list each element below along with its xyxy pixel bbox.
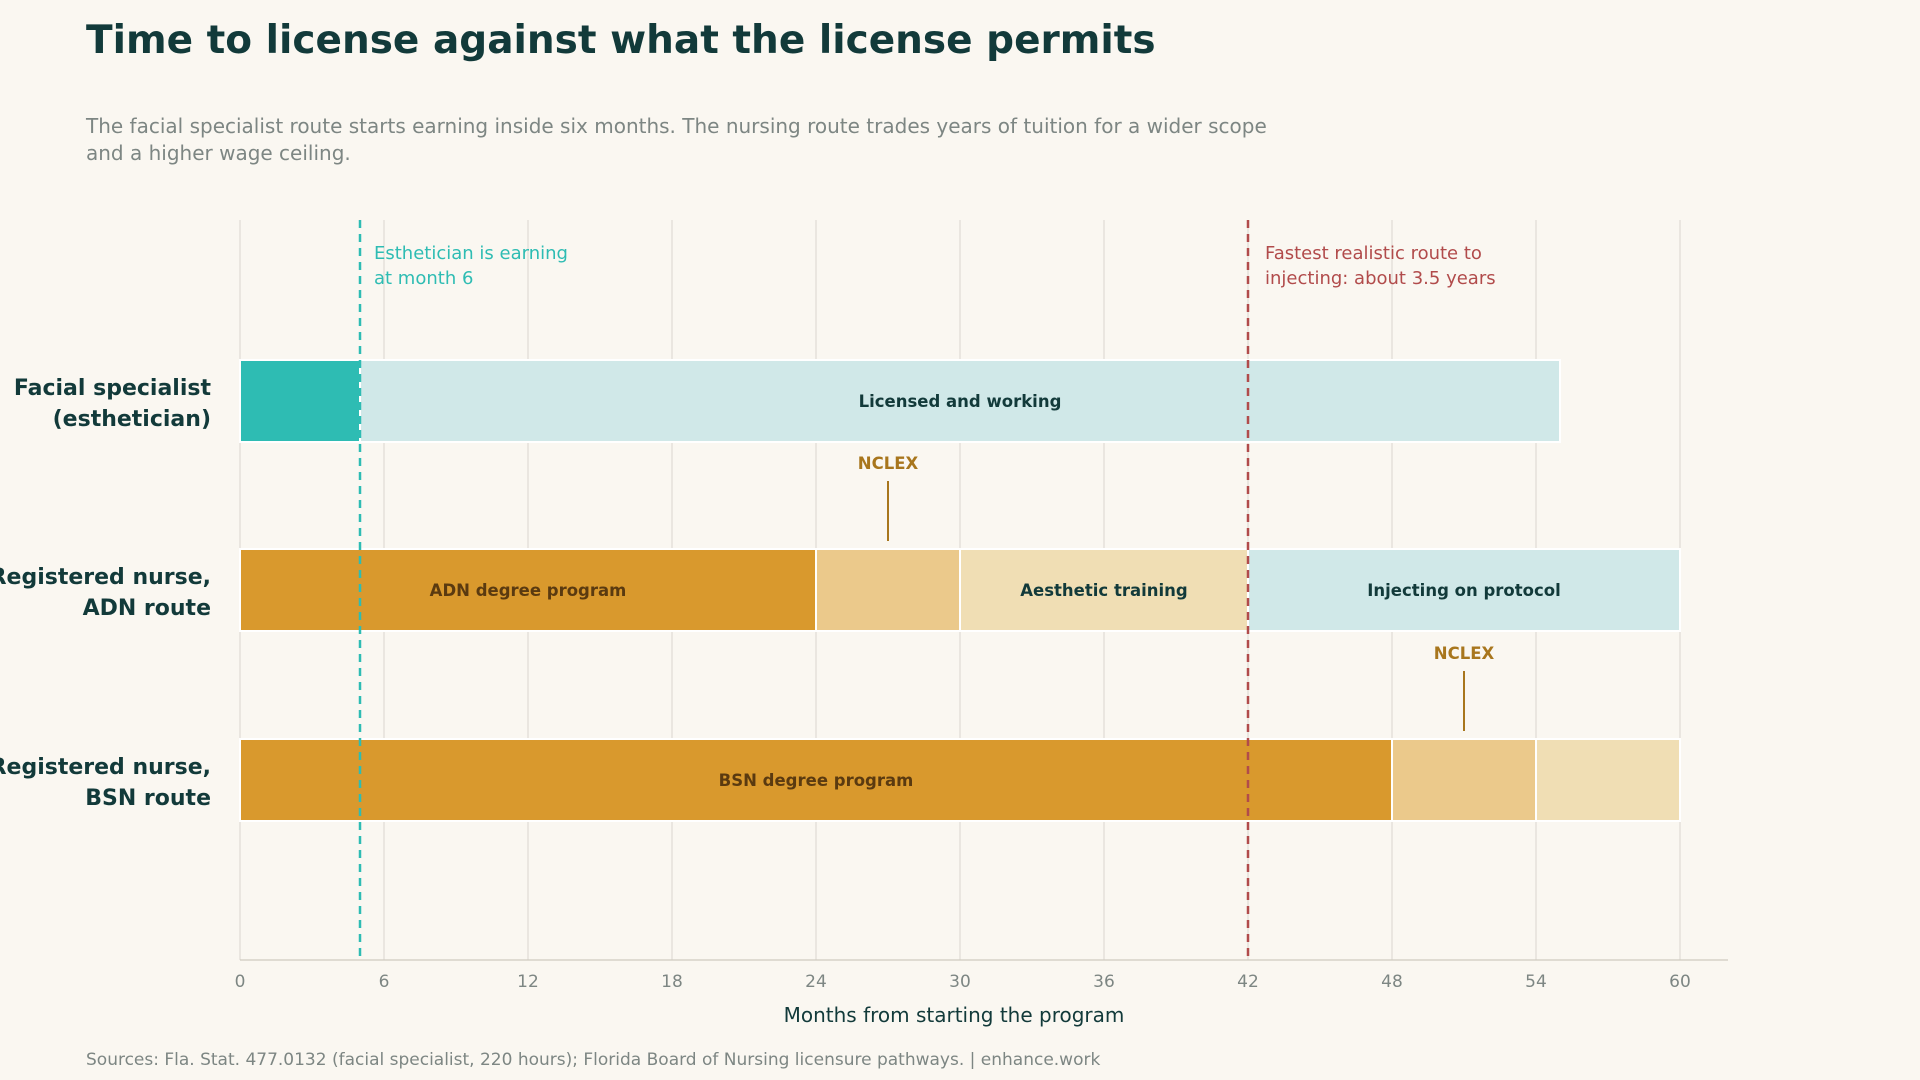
nclex-marker-label: NCLEX	[1434, 644, 1495, 663]
segment-label: Licensed and working	[859, 392, 1062, 411]
x-tick-label: 24	[805, 972, 827, 992]
segment-label: ADN degree program	[430, 581, 627, 600]
reference-label: at month 6	[374, 268, 473, 289]
timeline-chart: 0 6 12 18 24 30 36 42 48 54 60 Months from starting…	[0, 220, 1728, 1027]
row-label: BSN route	[85, 786, 211, 811]
x-tick-label: 54	[1525, 972, 1547, 992]
timeline-segment	[239, 738, 1393, 822]
x-tick-label: 42	[1237, 972, 1259, 992]
row-label: ADN route	[83, 596, 211, 621]
x-tick-label: 18	[661, 972, 683, 992]
timeline-segment	[815, 548, 961, 632]
x-tick-label: 30	[949, 972, 971, 992]
nclex-marker-label: NCLEX	[858, 454, 919, 473]
reference-label: injecting: about 3.5 years	[1265, 268, 1496, 289]
source-note: Sources: Fla. Stat. 477.0132 (facial spe…	[86, 1050, 1101, 1070]
x-tick-label: 36	[1093, 972, 1115, 992]
x-tick-label: 6	[379, 972, 390, 992]
timeline-segment	[359, 359, 1561, 443]
timeline-segment	[1247, 548, 1681, 632]
x-axis-label: Months from starting the program	[784, 1003, 1125, 1027]
timeline-segment	[239, 359, 361, 443]
row-label: Facial specialist	[14, 376, 212, 401]
row-label: Registered nurse,	[0, 755, 211, 780]
x-tick-label: 60	[1669, 972, 1691, 992]
segment-label: Injecting on protocol	[1367, 581, 1560, 600]
x-tick-label: 0	[235, 972, 246, 992]
timeline-segment	[959, 548, 1249, 632]
chart-subtitle: The facial specialist route starts earni…	[86, 114, 1267, 165]
row-label: (esthetician)	[53, 407, 211, 432]
timeline-segment	[1535, 738, 1681, 822]
x-tick-label: 12	[517, 972, 539, 992]
segment-label: Aesthetic training	[1020, 581, 1187, 600]
x-tick-label: 48	[1381, 972, 1403, 992]
segment-label: BSN degree program	[719, 771, 914, 790]
row-label: Registered nurse,	[0, 565, 211, 590]
chart-title: Time to license against what the license…	[86, 18, 1156, 63]
reference-label: Esthetician is earning	[374, 243, 568, 264]
reference-label: Fastest realistic route to	[1265, 243, 1482, 264]
timeline-segment	[1391, 738, 1537, 822]
